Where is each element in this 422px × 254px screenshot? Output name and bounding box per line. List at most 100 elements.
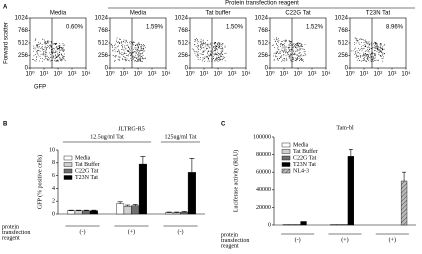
event-dot [55, 43, 56, 45]
event-dot [285, 46, 287, 48]
event-dot [130, 54, 132, 56]
event-dot [115, 47, 117, 49]
event-dot [298, 58, 300, 60]
event-dot [373, 58, 374, 60]
event-dot [376, 44, 378, 46]
event-dot [283, 43, 285, 45]
event-dot [290, 42, 292, 44]
event-dot [36, 52, 38, 54]
event-dot [138, 55, 139, 57]
event-dot [382, 57, 384, 59]
event-dot [140, 54, 141, 56]
event-dot [143, 50, 145, 51]
event-dot [380, 50, 382, 52]
event-dot [118, 57, 120, 59]
event-dot [203, 50, 204, 52]
event-dot [42, 53, 44, 55]
event-dot [124, 47, 126, 49]
event-dot [139, 43, 141, 45]
event-dot [379, 46, 381, 48]
event-dot [374, 48, 376, 49]
event-dot [220, 55, 222, 57]
event-dot [118, 56, 120, 58]
event-dot [286, 57, 287, 59]
event-dot [53, 52, 55, 54]
event-dot [123, 53, 125, 55]
event-dot [40, 54, 42, 55]
event-dot [288, 57, 290, 59]
event-dot [202, 60, 204, 62]
event-dot [135, 44, 137, 46]
event-dot [125, 53, 127, 54]
y-tick-label: 0 [52, 211, 55, 217]
y-tick-label: 256 [98, 53, 109, 59]
x-tick-label: 10¹ [360, 72, 369, 78]
event-dot [116, 37, 118, 39]
event-dot [194, 44, 195, 45]
event-dot [301, 58, 302, 60]
event-dot [281, 56, 282, 58]
header: Protein transfection reagent [225, 1, 299, 7]
event-dot [204, 56, 206, 58]
event-dot [295, 60, 297, 61]
event-dot [282, 44, 284, 46]
event-dot [364, 55, 365, 57]
event-dot [52, 59, 53, 61]
event-dot [44, 43, 46, 45]
event-dot [132, 51, 134, 53]
event-dot [214, 43, 215, 45]
event-dot [61, 47, 63, 49]
event-dot [124, 45, 126, 47]
event-dot [55, 46, 57, 48]
event-dot [299, 49, 301, 50]
event-dot [134, 41, 135, 43]
event-dot [366, 56, 368, 57]
event-dot [36, 50, 38, 52]
event-dot [300, 46, 302, 48]
event-dot [301, 60, 303, 61]
event-dot [201, 43, 203, 45]
event-dot [36, 46, 38, 48]
event-dot [59, 43, 61, 44]
event-dot [288, 44, 290, 46]
event-dot [46, 44, 48, 46]
event-dot [54, 52, 56, 54]
error-bar [174, 211, 180, 213]
event-dot [197, 42, 198, 44]
event-dot [208, 51, 210, 52]
event-dot [114, 48, 116, 50]
event-dot [275, 40, 276, 42]
event-dot [206, 55, 208, 57]
error-bar [189, 158, 195, 173]
event-dot [365, 42, 367, 43]
event-dot [222, 54, 224, 56]
event-dot [127, 44, 128, 46]
event-dot [361, 60, 363, 62]
event-dot [202, 45, 203, 46]
event-dot [218, 57, 219, 58]
event-dot [287, 54, 289, 56]
event-dot [298, 44, 299, 46]
event-dot [215, 49, 216, 51]
panel-label: B [3, 122, 8, 128]
legend-swatch [281, 162, 291, 167]
event-dot [39, 46, 40, 48]
event-dot [141, 45, 143, 46]
event-dot [369, 47, 371, 49]
event-dot [277, 41, 278, 42]
event-dot [47, 59, 48, 61]
event-dot [112, 54, 114, 56]
event-dot [376, 47, 378, 49]
event-dot [360, 55, 362, 57]
event-dot [293, 51, 294, 53]
event-dot [49, 44, 51, 46]
event-dot [373, 56, 374, 58]
event-dot [63, 47, 64, 49]
event-dot [217, 43, 219, 45]
y-tick-label: 1024 [175, 16, 189, 22]
event-dot [203, 41, 204, 43]
event-dot [215, 45, 216, 46]
event-dot [293, 49, 295, 51]
event-dot [207, 44, 209, 46]
event-dot [277, 58, 279, 59]
